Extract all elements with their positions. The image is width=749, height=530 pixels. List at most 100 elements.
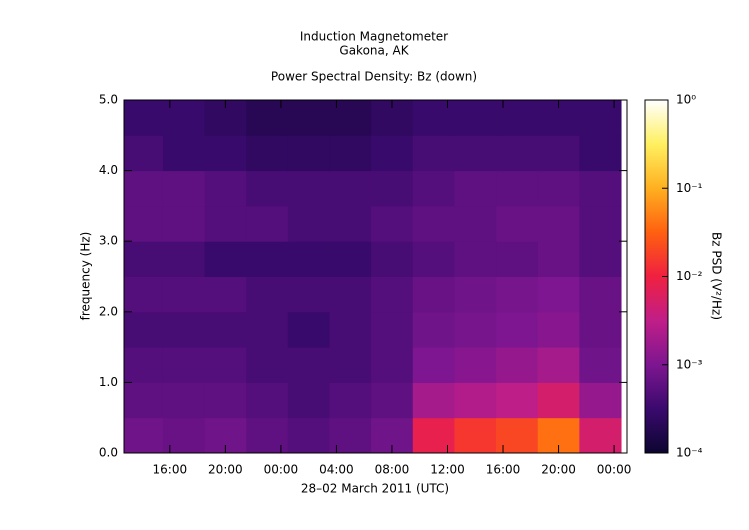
heatmap [124,100,622,453]
heatmap-cell [246,100,289,136]
x-tick-label: 00:00 [264,463,299,477]
x-tick-label: 16:00 [486,463,521,477]
y-tick-label: 5.0 [99,93,118,107]
heatmap-cell [162,241,206,277]
heatmap-cell [537,241,580,277]
heatmap-cell [496,417,539,453]
chart-title: Induction Magnetometer [300,30,448,44]
y-tick-label: 3.0 [99,234,118,248]
heatmap-cell [537,347,580,383]
heatmap-cell [124,382,164,419]
heatmap-cell [412,382,455,419]
heatmap-cell [496,311,539,348]
y-tick-label: 0.0 [99,446,118,460]
heatmap-cell [537,382,580,419]
heatmap-cell [124,417,164,453]
heatmap-cell [579,382,622,419]
x-tick-label: 16:00 [153,463,188,477]
heatmap-cell [537,276,580,313]
heatmap-cell [204,241,247,277]
heatmap-cell [371,170,414,207]
heatmap-cell [454,347,497,383]
x-tick-label: 20:00 [208,463,243,477]
y-tick-label: 4.0 [99,163,118,177]
heatmap-cell [162,135,206,172]
heatmap-cell [204,276,247,313]
heatmap-cell [579,135,622,172]
heatmap-cell [287,135,330,172]
heatmap-cell [454,276,497,313]
heatmap-cell [454,241,497,277]
colorbar-label: Bz PSD (V²/Hz) [710,232,724,320]
heatmap-cell [162,100,206,136]
heatmap-cell [287,241,330,277]
heatmap-cell [329,311,372,348]
heatmap-cell [579,170,622,207]
heatmap-cell [496,241,539,277]
x-axis-label: 28–02 March 2011 (UTC) [301,482,449,496]
heatmap-cell [329,417,372,453]
heatmap-cell [412,417,455,453]
heatmap-cell [371,276,414,313]
heatmap-cell [204,347,247,383]
heatmap-cell [246,311,289,348]
heatmap-cell [287,276,330,313]
y-axis-label: frequency (Hz) [79,232,93,321]
heatmap-cell [412,170,455,207]
heatmap-cell [454,100,497,136]
heatmap-cell [412,100,455,136]
heatmap-cell [412,135,455,172]
heatmap-cell [246,417,289,453]
colorbar-tick-label: 10⁰ [676,93,696,107]
heatmap-cell [329,135,372,172]
heatmap-cell [124,241,164,277]
heatmap-cell [537,135,580,172]
heatmap-cell [287,205,330,242]
plot-title: Power Spectral Density: Bz (down) [271,70,477,84]
heatmap-cell [162,170,206,207]
heatmap-cell [579,311,622,348]
y-tick-label: 2.0 [99,304,118,318]
heatmap-cell [329,205,372,242]
heatmap-cell [246,135,289,172]
heatmap-cell [496,170,539,207]
heatmap-cell [287,382,330,419]
heatmap-cell [454,382,497,419]
colorbar-tick-label: 10⁻³ [676,357,703,371]
heatmap-cell [124,311,164,348]
heatmap-cell [412,205,455,242]
heatmap-cell [124,100,164,136]
heatmap-cell [162,276,206,313]
heatmap-cell [124,276,164,313]
heatmap-cell [329,100,372,136]
heatmap-cell [246,170,289,207]
heatmap-cell [412,347,455,383]
heatmap-cell [329,170,372,207]
heatmap-cell [124,170,164,207]
heatmap-cell [329,276,372,313]
heatmap-cell [371,135,414,172]
heatmap-cell [162,382,206,419]
heatmap-cell [287,170,330,207]
colorbar-tick-label: 10⁻¹ [676,181,703,195]
heatmap-cell [287,347,330,383]
heatmap-cell [537,170,580,207]
heatmap-cell [579,205,622,242]
heatmap-cell [371,382,414,419]
heatmap-cell [329,241,372,277]
heatmap-cell [496,100,539,136]
heatmap-cell [371,347,414,383]
heatmap-cell [246,205,289,242]
heatmap-cell [454,135,497,172]
heatmap-cell [412,276,455,313]
heatmap-cell [124,205,164,242]
heatmap-cell [287,100,330,136]
heatmap-cell [371,241,414,277]
heatmap-cell [496,347,539,383]
heatmap-cell [162,347,206,383]
heatmap-cell [454,311,497,348]
heatmap-cell [246,347,289,383]
heatmap-cell [579,417,622,453]
x-tick-label: 12:00 [430,463,465,477]
